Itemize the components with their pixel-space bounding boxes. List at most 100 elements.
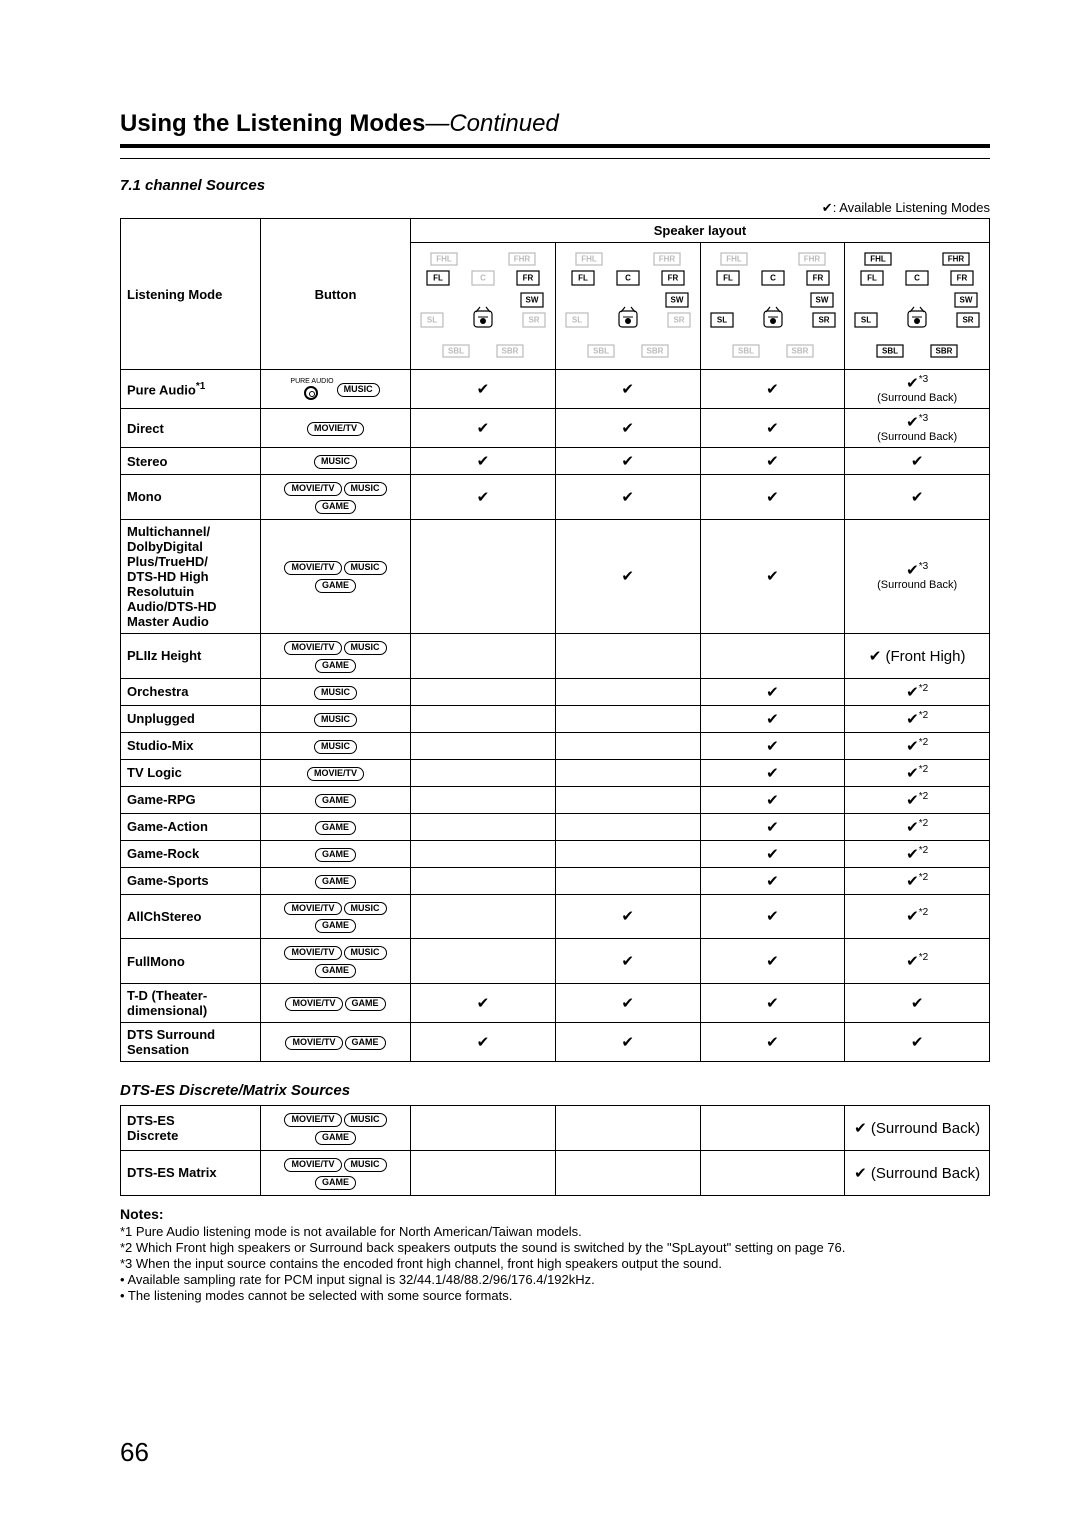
listening-mode-name: PLIIz Height (121, 633, 261, 678)
availability-cell: ✔ (700, 678, 845, 705)
note-item: • Available sampling rate for PCM input … (120, 1272, 990, 1287)
button-cell: MOVIE/TVGAME (261, 984, 411, 1023)
game-button-icon: GAME (315, 848, 356, 862)
svg-text:FHR: FHR (659, 255, 676, 264)
availability-cell: ✔*2 (845, 732, 990, 759)
game-button-icon: GAME (345, 997, 386, 1011)
svg-text:SBL: SBL (738, 347, 754, 356)
availability-cell (411, 894, 556, 939)
music-button-icon: MUSIC (314, 740, 357, 754)
svg-text:SR: SR (818, 316, 829, 325)
svg-text:FL: FL (723, 274, 733, 283)
table-row: MonoMOVIE/TVMUSICGAME✔✔✔✔ (121, 475, 990, 520)
availability-cell (411, 633, 556, 678)
button-cell: GAME (261, 867, 411, 894)
notes-heading: Notes: (120, 1206, 990, 1222)
availability-cell: ✔ (700, 732, 845, 759)
availability-cell (411, 705, 556, 732)
svg-text:SBR: SBR (502, 347, 519, 356)
table-row: DTS-ESDiscreteMOVIE/TVMUSICGAME✔ (Surrou… (121, 1106, 990, 1151)
availability-cell (555, 813, 700, 840)
svg-text:SBR: SBR (791, 347, 808, 356)
availability-cell: ✔ (700, 759, 845, 786)
listening-mode-name: DTS SurroundSensation (121, 1023, 261, 1062)
th-listening-mode: Listening Mode (121, 219, 261, 370)
svg-text:SBR: SBR (646, 347, 663, 356)
table-row: Game-RockGAME✔✔*2 (121, 840, 990, 867)
svg-text:C: C (625, 274, 631, 283)
th-speaker-layout: Speaker layout (411, 219, 990, 243)
speaker-layout-diagram: FHL FHR FL C FR SW SL SR SBL SBR (845, 243, 990, 370)
button-cell: MOVIE/TVGAME (261, 1023, 411, 1062)
movie-button-icon: MOVIE/TV (284, 902, 341, 916)
availability-cell: ✔ (700, 409, 845, 448)
svg-text:SW: SW (670, 296, 683, 305)
movie-button-icon: MOVIE/TV (285, 997, 342, 1011)
button-cell: GAME (261, 786, 411, 813)
note-item: *1 Pure Audio listening mode is not avai… (120, 1224, 990, 1239)
availability-cell: ✔ (411, 409, 556, 448)
availability-cell: ✔ (411, 1023, 556, 1062)
music-button-icon: MUSIC (344, 1113, 387, 1127)
svg-text:SL: SL (861, 316, 871, 325)
availability-cell: ✔ (555, 370, 700, 409)
svg-text:FHL: FHL (726, 255, 742, 264)
speaker-layout-diagram: FHL FHR FL C FR SW SL SR SBL SBR (555, 243, 700, 370)
button-cell: MUSIC (261, 678, 411, 705)
availability-cell: ✔ (700, 705, 845, 732)
availability-cell: ✔ (700, 519, 845, 633)
listening-mode-name: Direct (121, 409, 261, 448)
listening-mode-name: Game-Sports (121, 867, 261, 894)
button-cell: GAME (261, 840, 411, 867)
title-rule-thin (120, 158, 990, 159)
listening-mode-name: Game-RPG (121, 786, 261, 813)
movie-button-icon: MOVIE/TV (284, 561, 341, 575)
svg-text:FHR: FHR (948, 255, 965, 264)
pure-audio-icon (304, 386, 318, 400)
availability-cell: ✔*2 (845, 939, 990, 984)
game-button-icon: GAME (315, 821, 356, 835)
availability-cell (555, 732, 700, 759)
table-row: Game-RPGGAME✔✔*2 (121, 786, 990, 813)
availability-cell: ✔ (700, 894, 845, 939)
listening-mode-name: Pure Audio*1 (121, 370, 261, 409)
button-cell: MOVIE/TVMUSICGAME (261, 939, 411, 984)
table-row: FullMonoMOVIE/TVMUSICGAME✔✔✔*2 (121, 939, 990, 984)
availability-cell (700, 1106, 845, 1151)
listening-mode-name: Orchestra (121, 678, 261, 705)
table-row: Game-ActionGAME✔✔*2 (121, 813, 990, 840)
game-button-icon: GAME (315, 659, 356, 673)
availability-cell: ✔*2 (845, 840, 990, 867)
availability-cell: ✔ (411, 448, 556, 475)
svg-text:FHL: FHL (581, 255, 597, 264)
availability-cell: ✔ (700, 984, 845, 1023)
note-item: *3 When the input source contains the en… (120, 1256, 990, 1271)
availability-cell: ✔*3(Surround Back) (845, 370, 990, 409)
availability-cell (555, 759, 700, 786)
availability-cell (411, 1150, 556, 1195)
availability-cell (555, 678, 700, 705)
movie-button-icon: MOVIE/TV (284, 482, 341, 496)
movie-button-icon: MOVIE/TV (284, 1158, 341, 1172)
availability-cell (411, 939, 556, 984)
music-button-icon: MUSIC (344, 561, 387, 575)
availability-cell: ✔ (555, 475, 700, 520)
availability-cell: ✔ (Surround Back) (845, 1106, 990, 1151)
table-row: Game-SportsGAME✔✔*2 (121, 867, 990, 894)
table-row: DTS SurroundSensationMOVIE/TVGAME✔✔✔✔ (121, 1023, 990, 1062)
svg-text:SR: SR (528, 316, 539, 325)
music-button-icon: MUSIC (314, 455, 357, 469)
availability-cell (411, 519, 556, 633)
listening-mode-name: AllChStereo (121, 894, 261, 939)
availability-cell: ✔ (700, 1023, 845, 1062)
game-button-icon: GAME (315, 875, 356, 889)
svg-text:SR: SR (673, 316, 684, 325)
movie-button-icon: MOVIE/TV (284, 641, 341, 655)
availability-cell: ✔ (411, 475, 556, 520)
title-rule-thick (120, 144, 990, 148)
availability-cell: ✔*3(Surround Back) (845, 519, 990, 633)
listening-mode-name: T-D (Theater-dimensional) (121, 984, 261, 1023)
button-cell: GAME (261, 813, 411, 840)
availability-cell: ✔ (700, 939, 845, 984)
availability-cell (411, 678, 556, 705)
